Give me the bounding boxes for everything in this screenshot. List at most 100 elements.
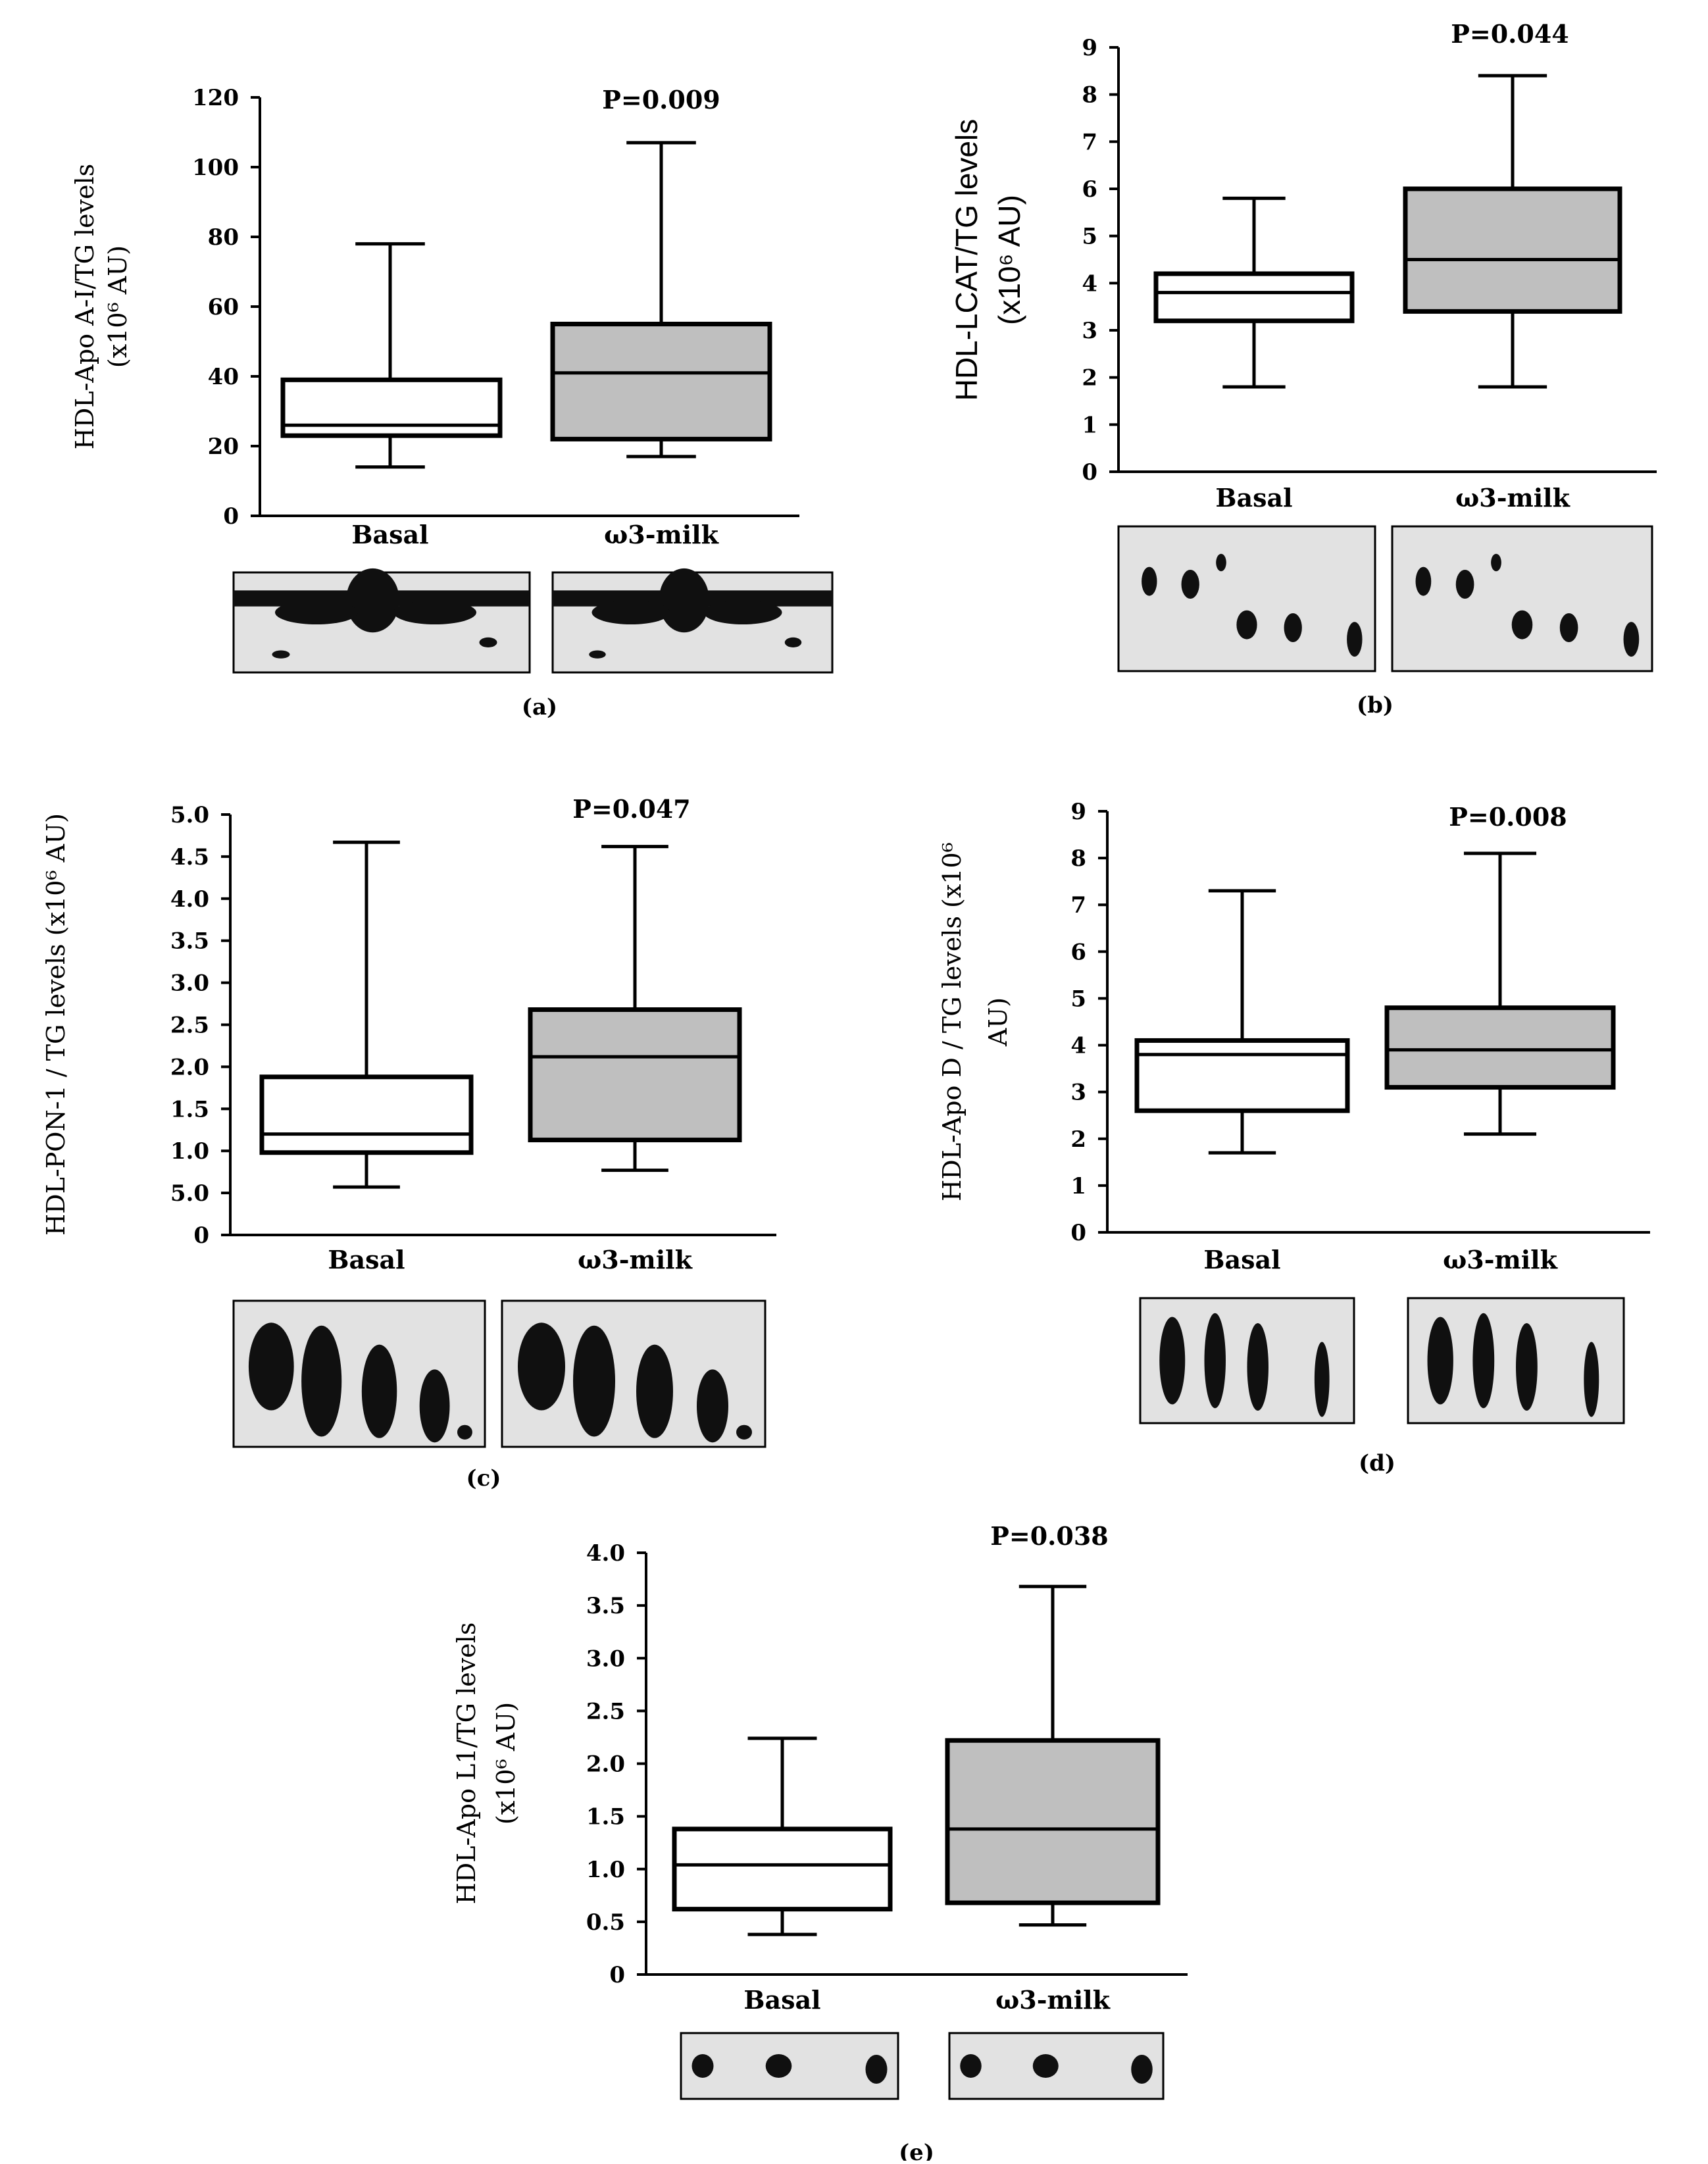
- y-tick-label: 5: [1070, 986, 1086, 1012]
- box-omega3: [528, 845, 742, 1172]
- p-value-label: P=0.008: [1449, 802, 1567, 832]
- category-label-omega3: ω3-milk: [995, 1985, 1110, 2015]
- blot-image-omega3: [948, 2032, 1165, 2100]
- blot-spot: [1511, 610, 1533, 640]
- blot-spot: [573, 1325, 615, 1437]
- panel-label: (e): [899, 2140, 934, 2161]
- p-value-label: P=0.047: [572, 794, 690, 824]
- y-tick-label: 3: [1082, 318, 1097, 344]
- panel-label: (b): [1357, 692, 1394, 718]
- category-label-omega3: ω3-milk: [578, 1245, 692, 1274]
- box-basal: [280, 242, 503, 469]
- blot-spot: [765, 2054, 792, 2078]
- blot-spot: [1181, 570, 1199, 599]
- chart-panel-a: 0 20 40 60 80 100 120 Basal ω3-milk P=0.009 HDL-Ap…: [70, 85, 834, 720]
- y-tick-label: 0: [1070, 1220, 1086, 1246]
- y-tick-label: 40: [208, 364, 239, 390]
- blot-spot: [1347, 622, 1363, 657]
- box-basal: [1134, 889, 1350, 1155]
- blot-spot: [865, 2055, 888, 2084]
- blot-image-omega3: [551, 568, 834, 674]
- blot-frame: [1391, 525, 1653, 672]
- category-label-basal: Basal: [1215, 483, 1292, 513]
- blot-spot: [697, 1369, 728, 1443]
- iqr-box: [672, 1826, 893, 1912]
- blot-spot: [784, 637, 802, 648]
- iqr-box: [259, 1074, 474, 1155]
- y-tick-label: 8: [1070, 845, 1086, 872]
- y-tick-label: 5.0: [170, 1180, 209, 1207]
- box-omega3: [1403, 74, 1622, 389]
- y-tick-label: 0.5: [586, 1909, 625, 1936]
- blot-spot: [1159, 1317, 1186, 1405]
- y-tick-label: 3.5: [170, 928, 209, 955]
- box-basal: [1153, 196, 1355, 389]
- blot-spot: [275, 600, 358, 625]
- y-tick-label: 1.0: [170, 1138, 209, 1165]
- blot-spot: [1284, 613, 1302, 642]
- y-tick-label: 4.0: [170, 886, 209, 913]
- y-tick-label: 2: [1082, 365, 1097, 391]
- blot-image-basal: [232, 568, 531, 674]
- panel-label: (a): [522, 694, 557, 720]
- blot-spot: [1491, 553, 1501, 572]
- y-tick-label: 9: [1082, 35, 1097, 61]
- blot-spot: [1415, 566, 1432, 596]
- blot-image-omega3: [501, 1299, 766, 1448]
- y-tick-label: 0: [1082, 459, 1097, 486]
- blot-spot: [1455, 570, 1474, 599]
- blot-spot: [736, 1424, 752, 1440]
- category-label-omega3: ω3-milk: [1443, 1245, 1557, 1274]
- y-tick-label: 20: [208, 434, 239, 460]
- box-omega3: [550, 141, 772, 459]
- blot-spot: [346, 568, 399, 633]
- iqr-box: [550, 322, 772, 441]
- blot-spot: [591, 600, 670, 625]
- blot-spot: [1131, 2055, 1153, 2084]
- y-tick-label: 5: [1082, 224, 1097, 250]
- y-tick-label: 2.5: [170, 1013, 209, 1039]
- y-tick-label: 2.0: [170, 1054, 209, 1080]
- blot-image-basal: [1139, 1297, 1355, 1424]
- blot-spot: [636, 1344, 673, 1438]
- chart-panel-d: 0 1 2 3 4 5 6 7 8 9 Basal ω3-milk P=0.008 HDL-Apo D /…: [938, 799, 1650, 1476]
- blot-spot: [1427, 1317, 1453, 1405]
- y-tick-label: 3.5: [586, 1593, 625, 1619]
- iqr-box: [1134, 1038, 1350, 1113]
- blot-spot: [457, 1424, 472, 1440]
- category-label-basal: Basal: [328, 1245, 405, 1274]
- y-axis-title-line2: (x10⁶ AU): [491, 1702, 520, 1824]
- chart-panel-b: 0 1 2 3 4 5 6 7 8 9 Basal ω3-milk P=0.044 HDL-LCAT/TG…: [949, 19, 1657, 718]
- y-tick-label: 0: [193, 1222, 209, 1249]
- blot-spot: [960, 2054, 982, 2078]
- box-basal: [672, 1736, 893, 1936]
- y-tick-label: 4.0: [586, 1540, 625, 1567]
- blot-spot: [361, 1344, 397, 1438]
- category-label-basal: Basal: [1203, 1245, 1280, 1274]
- y-tick-label: 1.5: [170, 1096, 209, 1122]
- y-tick-label: 0: [223, 503, 239, 530]
- blot-image-basal: [232, 1299, 486, 1448]
- blot-spot: [518, 1322, 565, 1411]
- y-tick-label: 2.5: [586, 1698, 625, 1724]
- y-tick-label: 2: [1070, 1126, 1086, 1153]
- iqr-box: [1403, 186, 1622, 314]
- y-tick-label: 6: [1070, 939, 1086, 965]
- y-tick-label: 3: [1070, 1080, 1086, 1106]
- blot-spot: [1623, 622, 1640, 657]
- y-tick-label: 6: [1082, 176, 1097, 203]
- y-tick-label: 1.5: [586, 1804, 625, 1830]
- iqr-box: [1153, 271, 1355, 324]
- y-tick-label: 7: [1082, 129, 1097, 155]
- blot-image-basal: [1117, 525, 1376, 672]
- blot-spot: [248, 1322, 294, 1411]
- blot-spot: [691, 2054, 714, 2078]
- y-tick-label: 2.0: [586, 1751, 625, 1778]
- panel-label: (c): [466, 1465, 501, 1492]
- y-tick-label: 1.0: [586, 1857, 625, 1883]
- iqr-box: [280, 377, 503, 438]
- p-value-label: P=0.044: [1451, 19, 1569, 49]
- category-label-basal: Basal: [351, 520, 428, 549]
- box-omega3: [945, 1584, 1161, 1927]
